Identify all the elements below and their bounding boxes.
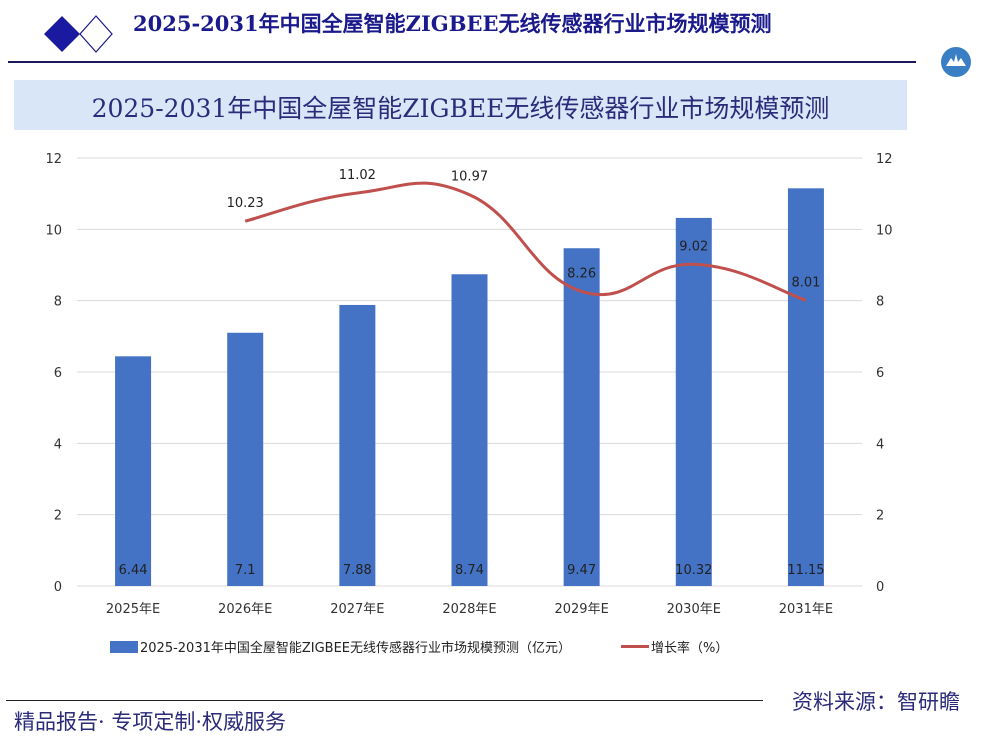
- bar: [563, 248, 600, 586]
- brand-logo-icon: [941, 47, 971, 77]
- chart-title: 2025-2031年中国全屋智能ZIGBEE无线传感器行业市场规模预测: [91, 94, 830, 123]
- y-tick-label: 8: [54, 295, 62, 310]
- bar: [787, 188, 824, 587]
- y-tick-label: 0: [54, 580, 62, 595]
- bar-data-label: 7.88: [343, 563, 372, 578]
- line-data-label: 8.01: [791, 275, 820, 290]
- y2-tick-label: 0: [876, 580, 884, 595]
- bar: [227, 332, 264, 586]
- y-tick-label: 10: [45, 223, 62, 238]
- bar: [115, 356, 152, 586]
- chart-title-box: 2025-2031年中国全屋智能ZIGBEE无线传感器行业市场规模预测: [14, 80, 907, 130]
- y2-tick-label: 12: [876, 152, 893, 167]
- line-data-label: 9.02: [679, 239, 708, 254]
- legend-line-label: 增长率（%）: [651, 641, 729, 656]
- x-tick-label: 2031年E: [779, 602, 833, 617]
- y-tick-label: 6: [54, 366, 62, 381]
- x-tick-label: 2028年E: [442, 602, 496, 617]
- bar-data-label: 11.15: [787, 563, 824, 578]
- footer-source: 资料来源：智研瞻: [792, 690, 960, 714]
- y-tick-label: 4: [54, 437, 62, 452]
- chart-area: 0 0 2 2 4 4 6 6 8 8 10 10 12 12 6.44 7.1 7.88 8.74 9.47 10.…: [45, 152, 893, 617]
- line-data-label: 10.23: [227, 196, 264, 211]
- y2-tick-label: 10: [876, 223, 893, 238]
- legend-line-swatch: [621, 645, 650, 648]
- header-divider: [8, 61, 916, 63]
- footer-slogan: 精品报告· 专项定制·权威服务: [14, 710, 287, 734]
- line-data-label: 8.26: [567, 266, 596, 281]
- line-data-label: 11.02: [339, 168, 376, 183]
- bar: [339, 304, 376, 586]
- y2-tick-label: 4: [876, 437, 884, 452]
- bar-data-label: 10.32: [675, 563, 712, 578]
- legend-bar-label: 2025-2031年中国全屋智能ZIGBEE无线传感器行业市场规模预测（亿元）: [140, 641, 572, 656]
- logo-diamonds-icon: [44, 15, 113, 53]
- bar: [675, 217, 712, 587]
- bar-data-label: 6.44: [119, 563, 148, 578]
- x-tick-label: 2026年E: [218, 602, 272, 617]
- y2-tick-label: 2: [876, 509, 884, 524]
- header-title: 2025-2031年中国全屋智能ZIGBEE无线传感器行业市场规模预测: [133, 11, 772, 36]
- bar-data-label: 8.74: [455, 563, 484, 578]
- x-tick-label: 2029年E: [554, 602, 608, 617]
- bar-data-label: 7.1: [235, 563, 256, 578]
- bar-data-label: 9.47: [567, 563, 596, 578]
- legend: 2025-2031年中国全屋智能ZIGBEE无线传感器行业市场规模预测（亿元） …: [110, 637, 728, 656]
- line-data-label: 10.97: [451, 170, 488, 185]
- y-tick-label: 12: [45, 152, 62, 167]
- x-tick-label: 2030年E: [667, 602, 721, 617]
- growth-line: [244, 181, 807, 302]
- y2-tick-label: 8: [876, 295, 884, 310]
- legend-bar-swatch: [110, 640, 138, 653]
- footer-divider: [6, 700, 763, 701]
- y-tick-label: 2: [54, 509, 62, 524]
- x-tick-label: 2027年E: [330, 602, 384, 617]
- bar: [451, 274, 488, 586]
- y2-tick-label: 6: [876, 366, 884, 381]
- x-tick-label: 2025年E: [106, 602, 160, 617]
